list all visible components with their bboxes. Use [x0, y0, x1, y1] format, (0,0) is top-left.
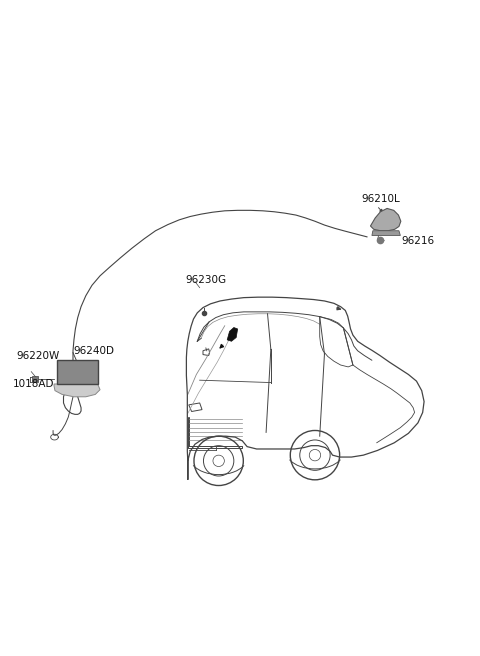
Polygon shape — [372, 231, 400, 236]
Text: 96216: 96216 — [401, 236, 434, 246]
Text: 96240D: 96240D — [73, 346, 114, 356]
Polygon shape — [54, 384, 100, 397]
FancyBboxPatch shape — [57, 360, 97, 384]
Polygon shape — [227, 327, 238, 341]
Text: 96220W: 96220W — [16, 350, 60, 361]
Text: 96210L: 96210L — [361, 194, 400, 204]
Text: 96230G: 96230G — [185, 275, 227, 285]
Text: 1018AD: 1018AD — [13, 379, 55, 389]
Polygon shape — [371, 209, 401, 231]
